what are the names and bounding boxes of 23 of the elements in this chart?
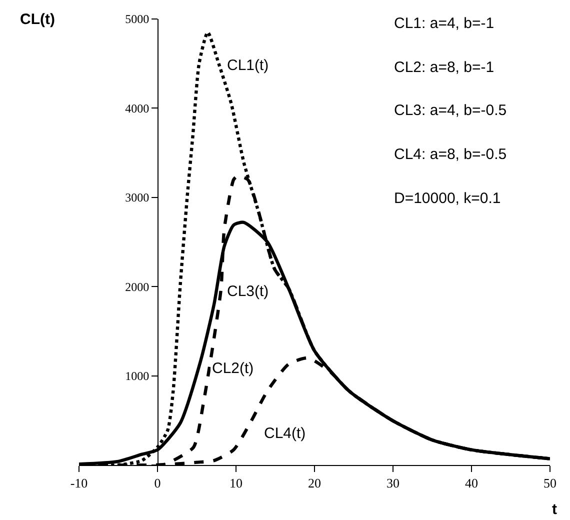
annotation: CL4(t) (264, 425, 306, 442)
y-tick-label: 2000 (125, 280, 150, 294)
x-tick-label: 50 (544, 476, 556, 491)
y-axis-title: CL(t) (20, 11, 55, 28)
y-tick-label: 3000 (125, 190, 150, 205)
x-tick-label: 0 (154, 476, 161, 491)
x-tick-label: 40 (465, 476, 478, 491)
x-tick-label: 10 (230, 476, 242, 491)
annotation: CL2: a=8, b=-1 (394, 59, 494, 76)
annotation: D=10000, k=0.1 (394, 190, 501, 207)
annotation: CL2(t) (212, 360, 254, 377)
annotation: CL3(t) (227, 283, 269, 300)
x-axis-title: t (552, 501, 557, 518)
annotation: CL1: a=4, b=-1 (394, 15, 494, 32)
x-tick-label: 20 (308, 476, 321, 491)
y-tick-label: 4000 (125, 101, 150, 116)
x-tick-label: -10 (70, 476, 88, 491)
y-tick-label: 1000 (125, 369, 150, 383)
annotation: CL4: a=8, b=-0.5 (394, 146, 507, 163)
y-tick-label: 5000 (125, 12, 150, 26)
annotation: CL3: a=4, b=-0.5 (394, 102, 507, 119)
x-tick-label: 30 (386, 476, 400, 491)
annotation: CL1(t) (227, 57, 269, 74)
